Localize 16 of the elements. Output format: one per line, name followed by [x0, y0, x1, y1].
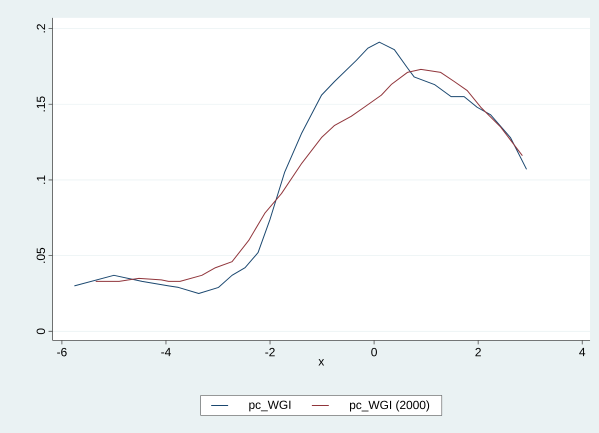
x-tick-label: 4 [579, 348, 586, 356]
x-tick-label: 2 [475, 348, 481, 356]
legend-label: pc_WGI [249, 400, 290, 412]
y-tick-label: .05 [36, 248, 46, 263]
x-tick-label: -2 [265, 348, 275, 356]
x-tick-label: 0 [371, 348, 377, 356]
legend-label: pc_WGI (2000) [350, 400, 430, 412]
y-tick-label: .15 [36, 96, 46, 112]
x-axis-title: x [318, 359, 324, 366]
x-tick-label: -6 [57, 348, 67, 356]
y-tick-label: .2 [36, 24, 46, 32]
line-series [74, 42, 528, 294]
x-tick-label: -4 [161, 348, 171, 356]
y-tick-label: 0 [36, 328, 46, 334]
line-series [95, 68, 523, 282]
y-tick-label: .1 [36, 176, 46, 184]
